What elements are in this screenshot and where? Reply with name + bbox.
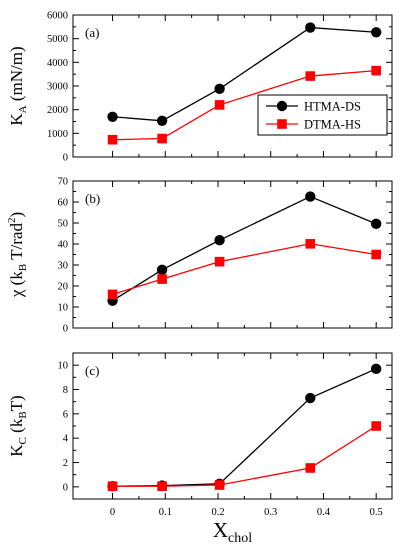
data-point-dtma-hs (214, 100, 225, 110)
y-axis-label: KC (kBT) (7, 395, 29, 456)
data-point-dtma-hs (305, 463, 316, 473)
y-axis-label-text: ) (7, 212, 26, 218)
x-axis-label-subscript: chol (228, 531, 252, 546)
data-point-dtma-hs (107, 481, 118, 492)
legend-marker (277, 119, 287, 129)
y-tick-label: 70 (58, 177, 69, 188)
data-point-dtma-hs (157, 133, 167, 144)
x-axis-label-main: X (213, 518, 228, 542)
y-tick-label: 30 (58, 261, 69, 272)
y-axis-label-subscript: B (17, 411, 29, 418)
x-tick-label: 0.3 (264, 507, 277, 518)
data-point-htma-ds (370, 363, 382, 375)
data-point-htma-ds (370, 218, 382, 230)
y-tick-label: 4 (63, 434, 69, 445)
series-line-htma-ds (112, 368, 377, 487)
panel-label: (a) (85, 25, 99, 40)
data-point-dtma-hs (157, 481, 167, 492)
y-tick-label: 6000 (47, 11, 68, 22)
legend-label: DTMA-HS (304, 118, 361, 132)
x-tick-label: 0 (110, 507, 115, 518)
panel-1: 0 1000 2000 3000 4000 5000 6000 (a) KA (mN/m) HTM… (7, 11, 393, 164)
data-point-dtma-hs (214, 256, 225, 267)
y-tick-label: 2000 (47, 105, 68, 116)
y-tick-label: 1000 (47, 129, 68, 140)
y-tick-label: 5000 (47, 34, 68, 45)
x-axis-label: Xchol (213, 518, 252, 546)
plot-frame (72, 352, 393, 500)
y-axis-label-text: (mN/m) (7, 46, 26, 105)
y-axis-label-superscript: 2 (6, 218, 18, 224)
y-tick-label: 10 (58, 303, 69, 314)
y-tick-label: 10 (58, 361, 69, 372)
data-point-dtma-hs (107, 289, 118, 300)
y-tick-label: 60 (58, 198, 69, 209)
y-tick-label: 50 (58, 219, 69, 230)
data-point-htma-ds (305, 392, 316, 404)
data-point-htma-ds (214, 235, 225, 246)
y-tick-label: 4000 (47, 58, 68, 69)
x-tick-label: 0.5 (370, 507, 383, 518)
panel-3: 0 2 4 6 8 10 0 0.1 0.2 0.3 0.4 0.5 (c) KC (kBT) Xchol (7, 352, 393, 546)
y-tick-label: 0 (63, 324, 68, 335)
x-tick-label: 0.1 (159, 507, 172, 518)
y-tick-label: 6 (63, 409, 68, 420)
data-point-htma-ds (305, 191, 316, 202)
y-axis-label-main: χ (7, 289, 26, 298)
data-point-htma-ds (370, 27, 382, 38)
y-axis-label-text: (k (7, 418, 26, 437)
y-axis-label-text: T/rad (7, 223, 26, 264)
data-point-dtma-hs (107, 134, 118, 145)
y-axis-label-text: (k (7, 271, 26, 290)
y-tick-label: 0 (63, 153, 68, 164)
y-tick-label: 0 (63, 482, 68, 493)
series-line-dtma-hs (112, 243, 377, 296)
plot-frame (72, 14, 393, 158)
panel-label: (c) (85, 363, 99, 378)
y-axis-label-subscript: A (17, 105, 29, 113)
y-tick-label: 2 (63, 458, 68, 469)
plot-frame (72, 180, 393, 329)
y-axis-label-subscript: C (17, 437, 29, 444)
data-point-dtma-hs (305, 238, 316, 249)
data-point-htma-ds (305, 22, 316, 33)
x-tick-label: 0.4 (317, 507, 331, 518)
data-point-htma-ds (156, 115, 168, 126)
data-point-htma-ds (156, 264, 168, 276)
y-axis-label-main: K (7, 113, 26, 126)
data-point-dtma-hs (371, 249, 381, 260)
panel-label: (b) (85, 191, 100, 206)
series-line-dtma-hs (112, 425, 377, 487)
y-tick-label: 20 (58, 282, 69, 293)
panel-2: 0 10 20 30 40 50 60 70 (b) χ (kB T/rad2) (6, 177, 393, 335)
y-tick-label: 8 (63, 385, 68, 396)
y-axis-label-subscript: B (17, 264, 29, 271)
y-tick-label: 40 (58, 240, 69, 251)
data-point-dtma-hs (157, 274, 167, 284)
data-point-dtma-hs (214, 480, 225, 490)
data-point-htma-ds (107, 111, 118, 122)
data-point-dtma-hs (371, 65, 381, 76)
data-point-dtma-hs (371, 421, 381, 431)
y-axis-label: χ (kB T/rad2) (6, 212, 29, 298)
legend: HTMA-DS DTMA-HS (257, 94, 388, 136)
y-axis-label: KA (mN/m) (7, 46, 29, 125)
y-axis-label-text: T) (7, 395, 26, 411)
legend-label: HTMA-DS (304, 100, 361, 114)
y-axis-label-main: K (7, 444, 26, 457)
legend-marker (276, 100, 288, 112)
data-point-dtma-hs (305, 71, 316, 81)
x-tick-label: 0.2 (211, 507, 224, 518)
y-tick-label: 3000 (47, 82, 68, 93)
data-point-htma-ds (214, 83, 225, 95)
